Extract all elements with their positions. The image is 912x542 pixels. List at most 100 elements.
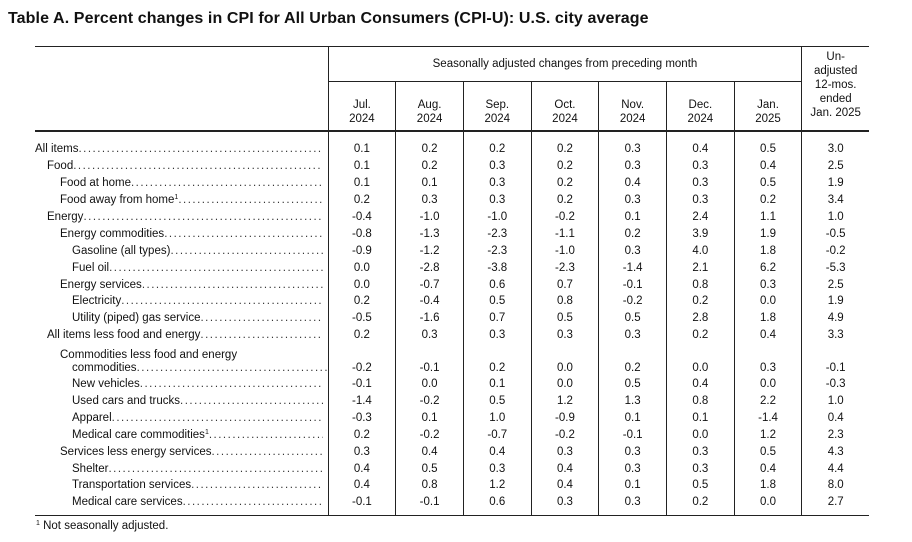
value-cell: 4.0 <box>666 242 735 260</box>
row-label-cell: Fuel oil <box>35 259 328 276</box>
unadjusted-value-cell: 1.0 <box>801 392 869 410</box>
value-cell: 0.0 <box>395 375 464 393</box>
row-label: Apparel <box>72 411 112 424</box>
leader-dots <box>137 362 329 374</box>
value-cell: 0.8 <box>666 276 735 294</box>
value-cell: 0.4 <box>666 141 735 158</box>
value-cell: 1.2 <box>733 426 802 444</box>
month-header-year: 2024 <box>552 113 578 125</box>
value-cell: 0.3 <box>666 191 735 209</box>
value-cell: 0.2 <box>327 191 396 209</box>
value-cell: 0.8 <box>530 293 599 310</box>
value-cell: 0.3 <box>462 157 532 175</box>
row-label: Food <box>47 160 74 173</box>
value-cell: 0.3 <box>530 326 599 344</box>
table-row: Food0.10.20.30.20.30.30.42.5 <box>35 157 869 175</box>
leader-dots <box>200 329 322 341</box>
value-cell: 0.1 <box>462 375 532 393</box>
value-cell: 0.3 <box>666 460 735 478</box>
value-cell: -0.5 <box>327 309 396 327</box>
month-header: Dec. 2024 <box>666 81 735 132</box>
value-cell: 0.1 <box>598 477 667 494</box>
value-cell: 0.3 <box>462 174 532 192</box>
value-cell: 1.8 <box>733 477 802 494</box>
value-cell: 0.3 <box>327 443 396 461</box>
value-cell: 0.4 <box>395 443 464 461</box>
unadjusted-value-cell: -0.1 <box>801 343 869 376</box>
month-header-month: Oct. <box>554 99 576 111</box>
unadjusted-header-line: 12-mos. <box>814 79 857 91</box>
value-cell: -0.2 <box>395 426 464 444</box>
value-cell: 0.3 <box>530 443 599 461</box>
value-cell: 0.3 <box>395 191 464 209</box>
footnote-ref: 1 <box>204 428 209 436</box>
row-label-continued: commodities <box>72 361 137 374</box>
value-cell: 1.2 <box>462 477 532 494</box>
value-cell: 0.5 <box>462 392 532 410</box>
value-cell: 0.1 <box>327 174 396 192</box>
table-row: Fuel oil 0.0-2.8-3.8-2.3-1.42.16.2-5.3 <box>35 259 869 277</box>
row-label: Shelter <box>72 462 109 475</box>
value-cell: 0.2 <box>530 191 599 209</box>
value-cell: 0.2 <box>395 157 464 175</box>
row-label: Food away from home <box>60 194 175 207</box>
value-cell: 0.3 <box>598 443 667 461</box>
value-cell: 0.3 <box>462 191 532 209</box>
unadjusted-value-cell: 1.9 <box>801 293 869 310</box>
unadjusted-value-cell: 1.9 <box>801 174 869 192</box>
value-cell: 0.4 <box>733 326 802 344</box>
unadjusted-value-cell: 2.5 <box>801 276 869 294</box>
unadjusted-header-line: ended <box>819 93 852 105</box>
value-cell: 0.2 <box>327 426 396 444</box>
leader-dots <box>112 412 323 424</box>
unadjusted-header-line: Un- <box>826 51 845 63</box>
leader-dots <box>121 295 323 307</box>
value-cell: -0.9 <box>327 242 396 260</box>
footnote-mark: 1 <box>36 520 40 527</box>
month-header: Jul. 2024 <box>327 81 396 132</box>
month-header: Sep. 2024 <box>462 81 532 132</box>
unadjusted-header: Un- adjusted 12-mos. ended Jan. 2025 <box>801 46 869 132</box>
month-header-year: 2024 <box>349 113 375 125</box>
row-label-cell: Food at home <box>35 175 328 192</box>
value-cell: 0.0 <box>733 493 802 516</box>
row-label-cell: New vehicles <box>35 376 328 393</box>
unadjusted-value-cell: 3.0 <box>801 141 869 158</box>
table-row: Commodities less food and energy commodit… <box>35 343 869 376</box>
value-cell: 0.2 <box>462 141 532 158</box>
value-cell: 1.2 <box>530 392 599 410</box>
table-row: Shelter0.40.50.30.40.30.30.44.4 <box>35 460 869 478</box>
value-cell: 0.8 <box>666 392 735 410</box>
value-cell: 0.1 <box>598 208 667 226</box>
table-row: Electricity0.2-0.40.50.8-0.20.20.01.9 <box>35 293 869 310</box>
table-row: Apparel-0.30.11.0-0.90.10.1-1.40.4 <box>35 409 869 427</box>
month-header-year: 2024 <box>687 113 714 125</box>
row-label-cell: Transportation services <box>35 477 328 494</box>
value-cell: 0.4 <box>327 477 396 494</box>
leader-dots <box>211 446 323 458</box>
value-cell: -2.3 <box>530 259 599 277</box>
value-cell: -1.3 <box>395 225 464 243</box>
row-label: Fuel oil <box>72 261 110 274</box>
value-cell: -0.2 <box>530 208 599 226</box>
unadjusted-value-cell: 2.5 <box>801 157 869 175</box>
value-cell: 0.2 <box>530 174 599 192</box>
value-cell: -0.3 <box>327 409 396 427</box>
row-label-cell: Services less energy services <box>35 443 328 460</box>
value-cell: -1.1 <box>530 225 599 243</box>
row-label-cell: Energy services <box>35 276 328 293</box>
table-row: Energy commodities -0.8-1.3-2.3-1.10.23.9… <box>35 225 869 243</box>
value-cell: -1.6 <box>395 309 464 327</box>
leader-dots <box>78 143 323 155</box>
unadjusted-value-cell: -0.3 <box>801 375 869 393</box>
value-cell: -3.8 <box>462 259 532 277</box>
leader-dots <box>170 245 323 257</box>
row-label-cell: Apparel <box>35 409 328 426</box>
value-cell: 0.3 <box>733 343 802 376</box>
row-label-cell: Electricity <box>35 293 328 310</box>
unadjusted-value-cell: 2.7 <box>801 493 869 516</box>
value-cell: 1.1 <box>733 208 802 226</box>
value-cell: 0.5 <box>733 443 802 461</box>
value-cell: 0.3 <box>598 460 667 478</box>
value-cell: -2.8 <box>395 259 464 277</box>
